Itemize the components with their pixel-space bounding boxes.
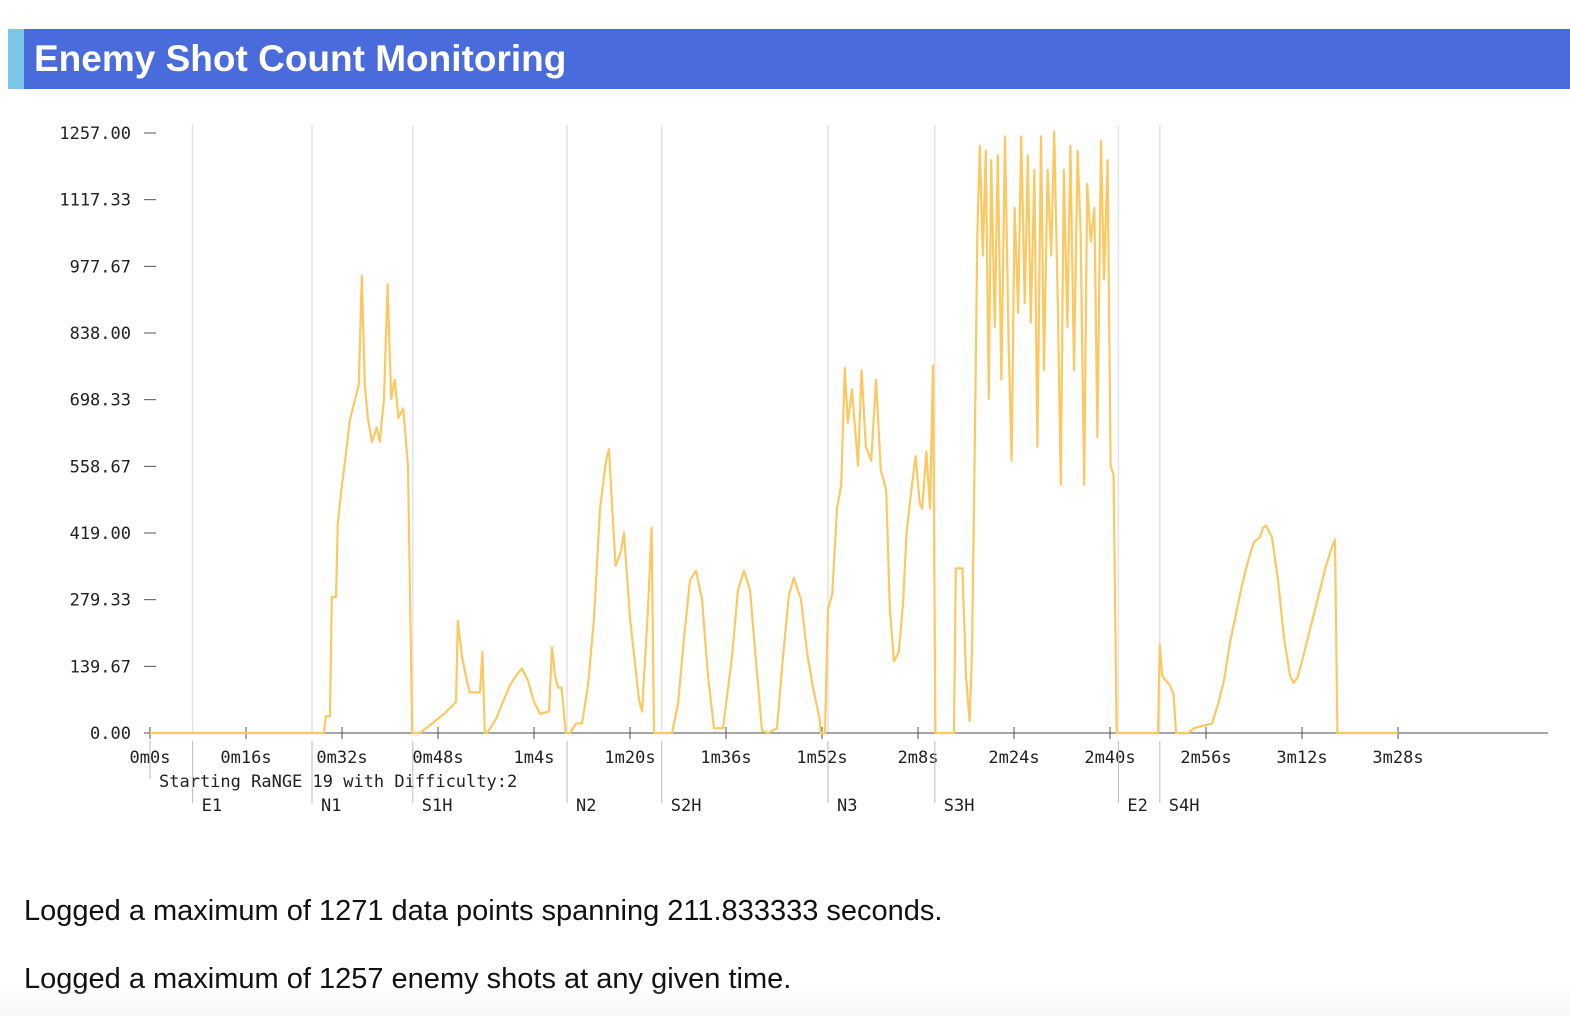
marker-label: E1 [202,796,222,816]
y-tick-label: 419.00 [70,524,131,544]
marker-labels: Starting RaNGE 19 with Difficulty:2 E1 N1 S… [149,741,1200,816]
marker-label: N1 [321,796,341,816]
marker-label: N2 [576,796,596,816]
marker-label: S3H [944,796,975,816]
y-tick-label: 1117.33 [59,191,131,211]
x-axis: 0m0s 0m16s 0m32s 0m48s 1m4s 1m20s 1m36s 1m52s 2m… [130,727,1548,768]
marker-label-group: S3H [934,741,975,816]
marker-label-group: Starting RaNGE 19 with Difficulty:2 [149,741,517,792]
x-tick-label: 1m20s [604,748,655,768]
summary-data-points: Logged a maximum of 1271 data points spa… [24,895,943,927]
y-axis: 1257.00 1117.33 977.67 838.00 698.33 558.67 41… [59,124,156,744]
bottom-fade [0,986,1570,1016]
series-layer [150,130,1398,735]
x-tick-label: 0m32s [316,748,367,768]
marker-label: N3 [837,796,857,816]
x-tick-label: 2m56s [1180,748,1231,768]
marker-label-group: S2H [661,741,702,816]
series-line [150,130,1398,735]
marker-label: S1H [422,796,453,816]
marker-label: Starting RaNGE 19 with Difficulty:2 [159,772,517,792]
x-tick-label: 1m36s [700,748,751,768]
marker-label-group: N1 [311,741,341,816]
x-tick-label: 0m48s [412,748,463,768]
x-tick-label: 1m52s [796,748,847,768]
y-tick-label: 558.67 [70,457,131,477]
x-tick-label: 3m28s [1372,748,1423,768]
marker-label: S2H [671,796,702,816]
x-tick-label: 2m40s [1084,748,1135,768]
shot-count-chart: 1257.00 1117.33 977.67 838.00 698.33 558.67 41… [59,124,1548,816]
marker-lines [191,125,1161,733]
page-title: Enemy Shot Count Monitoring [34,38,567,79]
y-tick-label: 1257.00 [59,124,131,144]
marker-label-group: S4H [1159,741,1200,816]
x-tick-label: 0m16s [220,748,271,768]
x-tick-label: 2m24s [988,748,1039,768]
marker-label-group: S1H [412,741,453,816]
marker-label-group: E1 [192,741,222,816]
x-tick-label: 2m8s [898,748,939,768]
x-tick-label: 1m4s [514,748,555,768]
y-tick-label: 139.67 [70,657,131,677]
x-tick-label: 3m12s [1276,748,1327,768]
header-bar: Enemy Shot Count Monitoring [8,29,1570,89]
marker-label-group: E2 [1117,741,1148,816]
y-tick-label: 977.67 [70,257,131,277]
y-tick-label: 698.33 [70,391,131,411]
y-tick-label: 279.33 [70,591,131,611]
y-tick-label: 838.00 [70,324,131,344]
marker-label-group: N2 [566,741,596,816]
header-accent-stripe [8,29,24,89]
y-tick-label: 0.00 [90,724,131,744]
marker-label: E2 [1127,796,1147,816]
marker-label: S4H [1169,796,1200,816]
marker-label-group: N3 [827,741,857,816]
